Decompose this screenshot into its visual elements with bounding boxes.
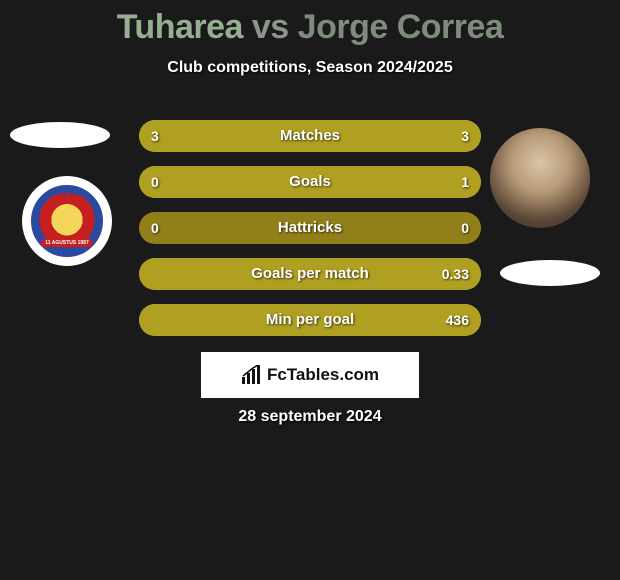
title-vs: vs — [252, 8, 289, 46]
footer-brand-box: FcTables.com — [201, 352, 419, 398]
title-player1: Tuharea — [117, 8, 243, 46]
subtitle-row: Club competitions, Season 2024/2025 — [0, 59, 620, 77]
footer-brand-text: FcTables.com — [267, 365, 379, 385]
comparison-card: Tuharea vs Jorge Correa Club competition… — [0, 0, 620, 450]
date-row: 28 september 2024 — [0, 408, 620, 426]
stat-value-right: 1 — [461, 166, 469, 198]
stat-label: Matches — [139, 120, 481, 152]
subtitle-text: Club competitions, Season 2024/2025 — [167, 59, 452, 76]
date-text: 28 september 2024 — [238, 408, 381, 425]
title-row: Tuharea vs Jorge Correa — [0, 0, 620, 47]
stat-value-right: 0 — [461, 212, 469, 244]
title-player2: Jorge Correa — [298, 8, 504, 46]
stat-value-left: 0 — [151, 212, 159, 244]
stat-row: Goals per match0.33 — [139, 258, 481, 290]
comparison-title: Tuharea vs Jorge Correa — [117, 8, 504, 46]
stat-label: Min per goal — [139, 304, 481, 336]
stat-value-right: 3 — [461, 120, 469, 152]
stat-value-right: 436 — [446, 304, 469, 336]
stat-label: Hattricks — [139, 212, 481, 244]
stat-label: Goals per match — [139, 258, 481, 290]
stat-row: Min per goal436 — [139, 304, 481, 336]
stat-value-left: 3 — [151, 120, 159, 152]
stat-row: Goals0 1 — [139, 166, 481, 198]
stat-label: Goals — [139, 166, 481, 198]
stat-value-right: 0.33 — [442, 258, 469, 290]
stat-value-left: 0 — [151, 166, 159, 198]
stat-row: Matches3 3 — [139, 120, 481, 152]
bar-chart-icon — [241, 365, 263, 385]
stat-row: Hattricks0 0 — [139, 212, 481, 244]
stats-area: Matches33Goals01Hattricks00Goals per mat… — [0, 120, 620, 350]
